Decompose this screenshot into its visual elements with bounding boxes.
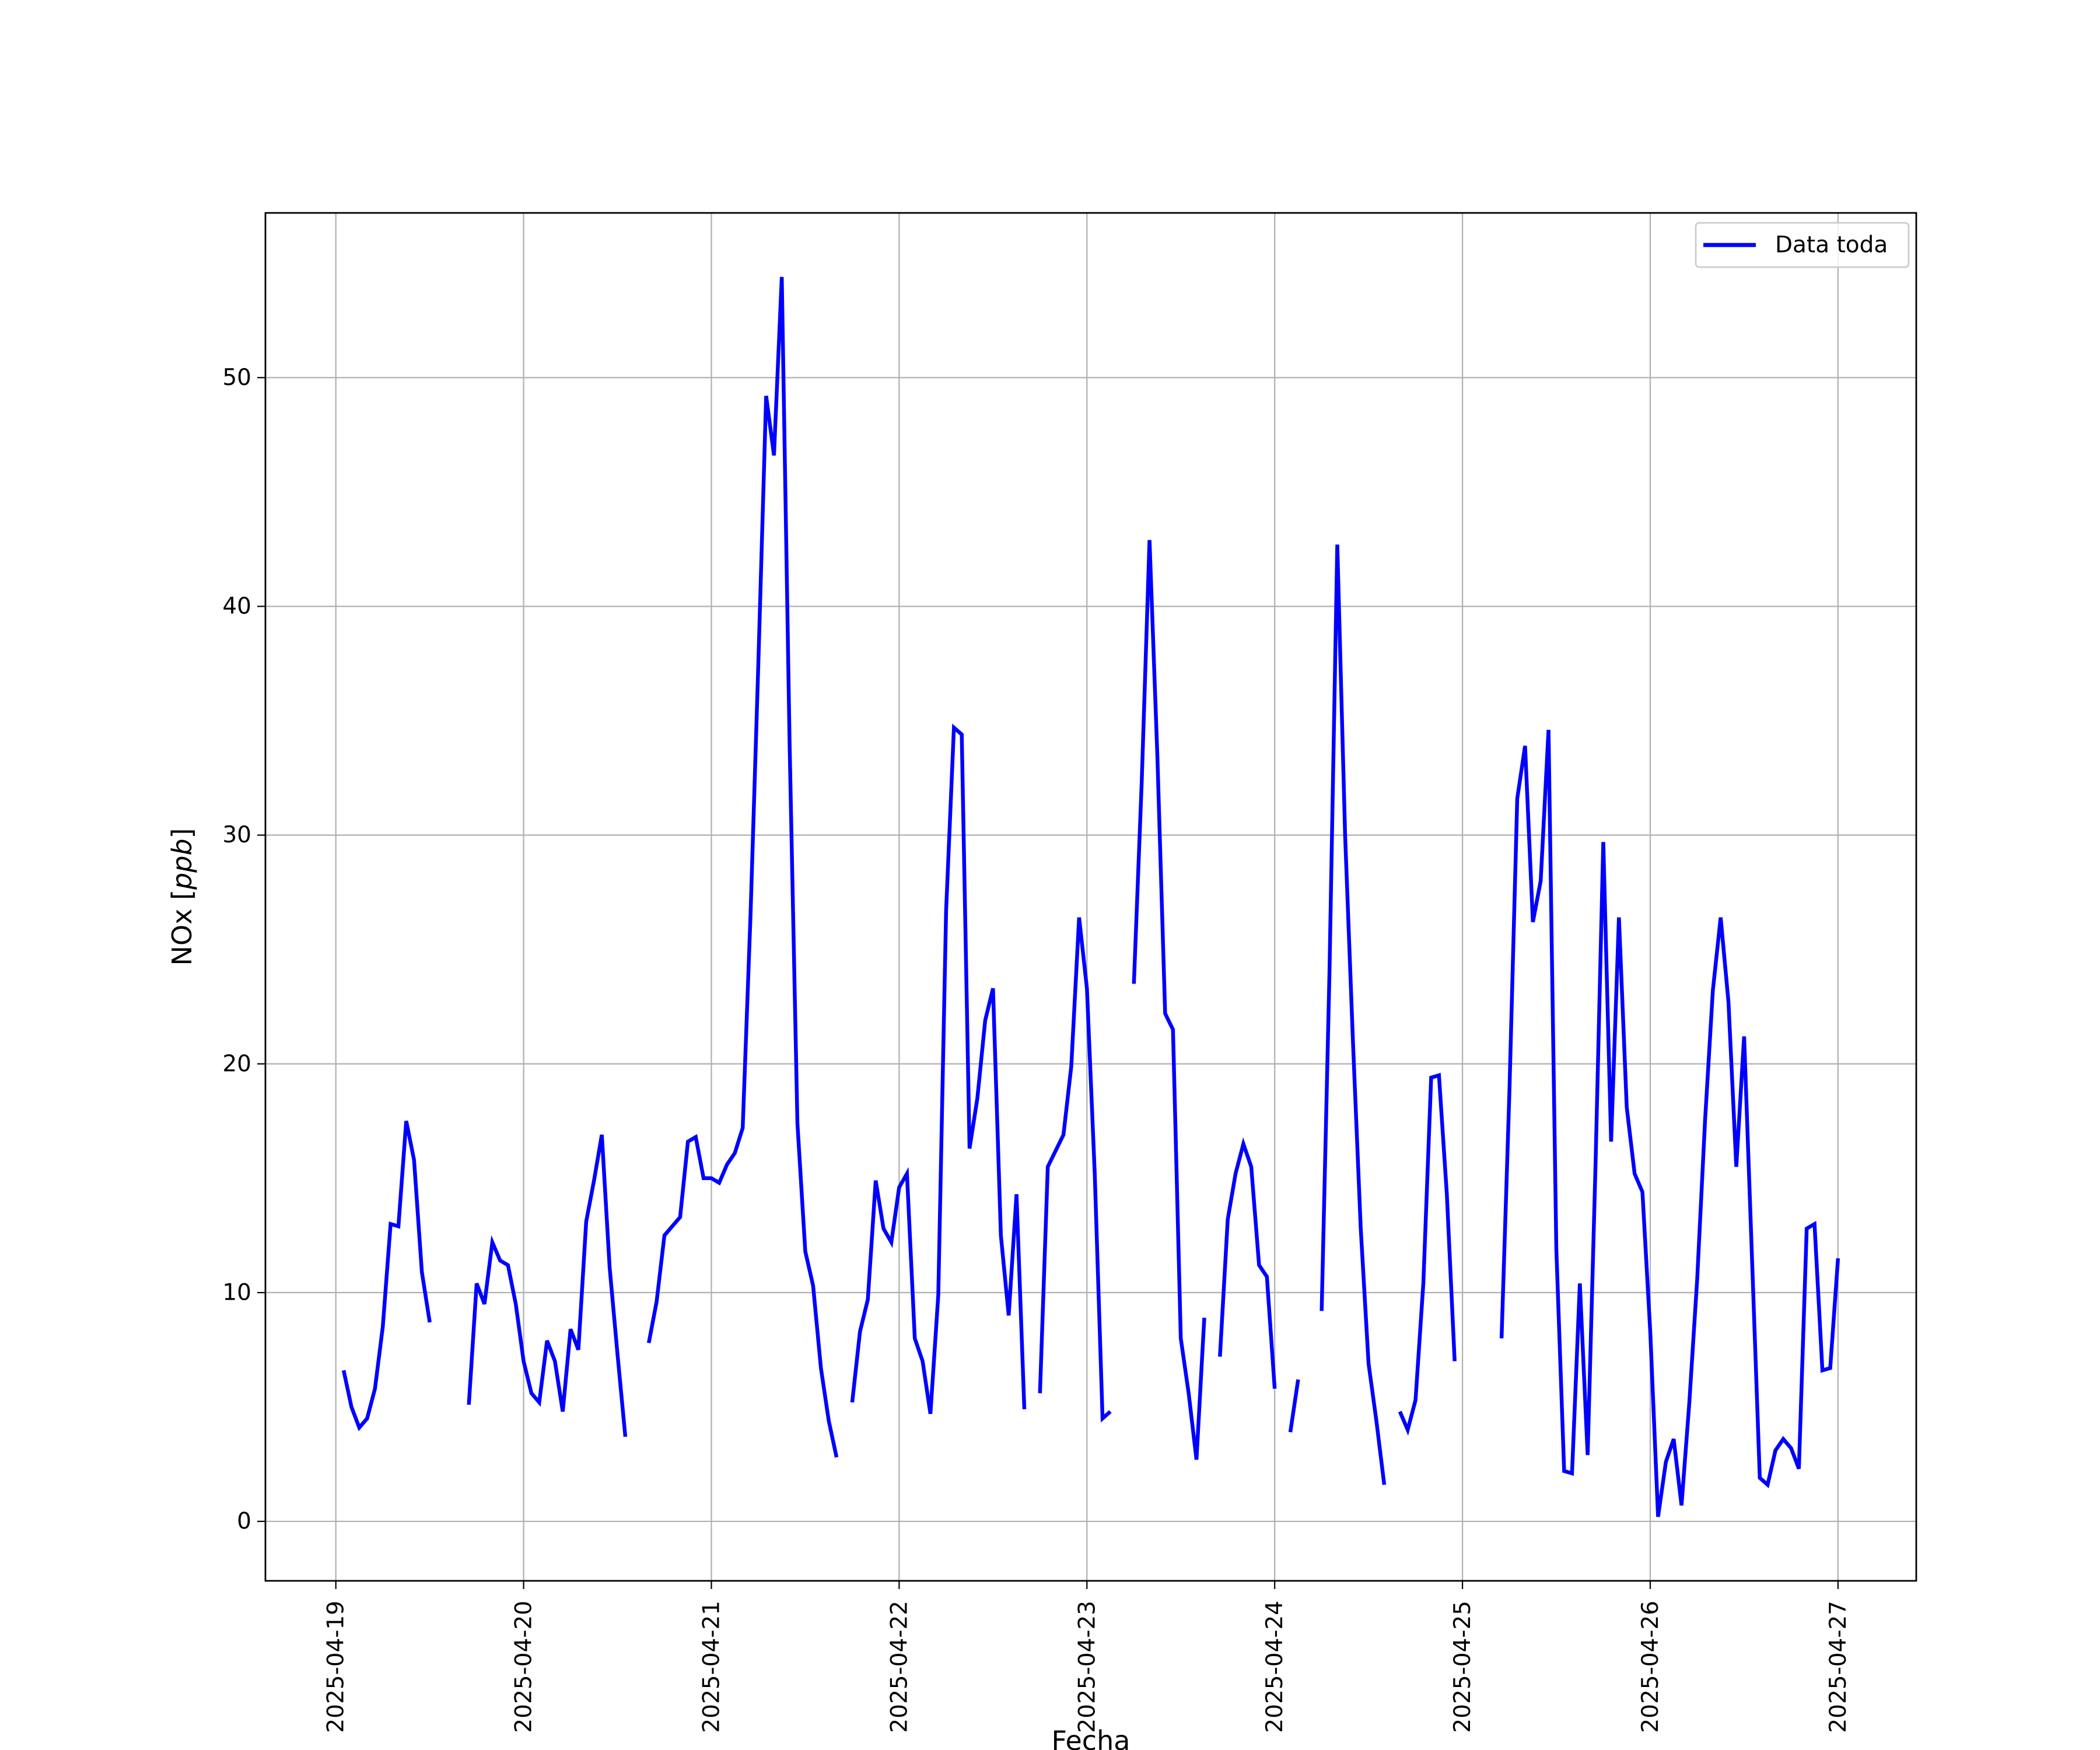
series-line-segment: [1320, 544, 1387, 1485]
grid: [265, 213, 1916, 1581]
x-axis-ticks: 2025-04-19 2025-04-20 2025-04-21 2025-04-22…: [323, 1581, 1852, 1733]
y-axis-label-close: ]: [166, 828, 198, 839]
series-line-segment: [1398, 1073, 1457, 1436]
legend: Data toda: [1695, 222, 1910, 268]
y-tick-label: 20: [222, 1051, 251, 1077]
series-line-segment: [1038, 917, 1112, 1423]
series-line-segment: [1218, 1137, 1277, 1389]
x-tick-label: 2025-04-26: [1637, 1601, 1664, 1733]
y-axis-label-text: NOx [: [166, 890, 198, 965]
series-line-segment: [1288, 1379, 1300, 1433]
x-axis-label: Fecha: [1052, 1725, 1130, 1750]
series-line-segment: [1132, 540, 1206, 1460]
x-tick-label: 2025-04-20: [511, 1601, 537, 1733]
x-tick-label: 2025-04-19: [323, 1601, 349, 1733]
y-tick-label: 30: [222, 822, 251, 848]
y-tick-label: 0: [237, 1508, 251, 1535]
legend-box: [1695, 222, 1910, 268]
y-axis-ticks: 0 10 20 30 40 50: [222, 365, 265, 1535]
series-line-segment: [1499, 730, 1840, 1517]
y-axis-label-unit: ppb: [166, 838, 198, 890]
series-layer: [341, 276, 1840, 1517]
series-line-segment: [647, 276, 839, 1458]
x-tick-label: 2025-04-24: [1262, 1601, 1288, 1733]
y-tick-label: 50: [222, 365, 251, 391]
x-tick-label: 2025-04-21: [699, 1601, 725, 1733]
y-tick-label: 10: [222, 1279, 251, 1306]
plot-frame: [264, 212, 1917, 1582]
x-tick-label: 2025-04-27: [1825, 1601, 1852, 1733]
series-line-segment: [341, 1121, 432, 1432]
x-tick-label: 2025-04-25: [1450, 1601, 1476, 1733]
series-line-segment: [850, 723, 1027, 1415]
y-axis-label: NOx [ppb]: [166, 828, 198, 966]
y-tick-label: 40: [222, 593, 251, 620]
x-tick-label: 2025-04-22: [886, 1601, 912, 1733]
series-line-segment: [467, 1134, 628, 1437]
legend-label: Data toda: [1775, 232, 1888, 258]
x-tick-label: 2025-04-23: [1074, 1601, 1100, 1733]
